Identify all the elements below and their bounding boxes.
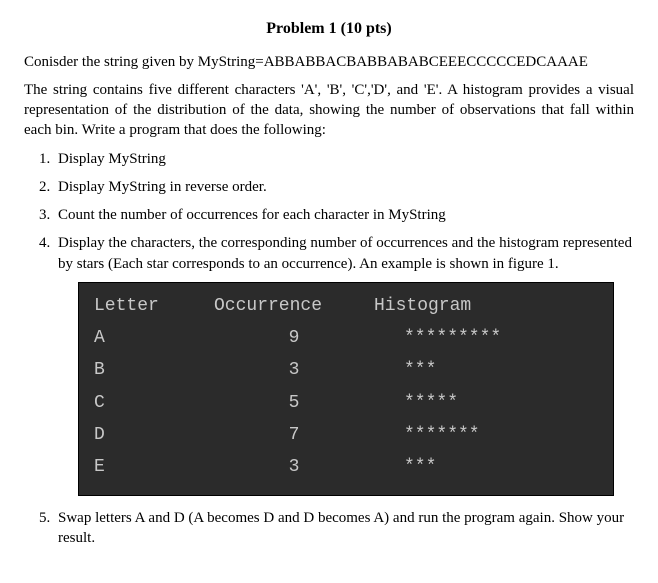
terminal-row: D 7 ******* <box>94 419 598 451</box>
header-occurrence: Occurrence <box>214 294 374 318</box>
cell-count: 3 <box>214 455 404 479</box>
cell-letter: D <box>94 423 214 447</box>
header-letter: Letter <box>94 294 214 318</box>
cell-letter: A <box>94 326 214 350</box>
paragraph-1: Conisder the string given by MyString=AB… <box>24 52 634 72</box>
steps-list: Display MyString Display MyString in rev… <box>24 149 634 549</box>
cell-hist: ******* <box>404 423 598 447</box>
cell-letter: C <box>94 391 214 415</box>
step-5: Swap letters A and D (A becomes D and D … <box>54 508 634 549</box>
cell-letter: B <box>94 358 214 382</box>
step-3: Count the number of occurrences for each… <box>54 205 634 225</box>
header-histogram: Histogram <box>374 294 598 318</box>
cell-count: 9 <box>214 326 404 350</box>
problem-title: Problem 1 (10 pts) <box>24 18 634 40</box>
terminal-row: B 3 *** <box>94 354 598 386</box>
terminal-row: C 5 ***** <box>94 387 598 419</box>
cell-count: 7 <box>214 423 404 447</box>
terminal-header-row: Letter Occurrence Histogram <box>94 290 598 322</box>
cell-hist: *** <box>404 455 598 479</box>
cell-hist: *** <box>404 358 598 382</box>
terminal-row: A 9 ********* <box>94 322 598 354</box>
step-1: Display MyString <box>54 149 634 169</box>
step-2: Display MyString in reverse order. <box>54 177 634 197</box>
step-4: Display the characters, the correspondin… <box>54 233 634 495</box>
terminal-row: E 3 *** <box>94 451 598 483</box>
step-4-text: Display the characters, the correspondin… <box>58 235 632 271</box>
paragraph-2: The string contains five different chara… <box>24 80 634 141</box>
cell-count: 5 <box>214 391 404 415</box>
terminal-output: Letter Occurrence Histogram A 9 ********… <box>78 282 614 496</box>
cell-letter: E <box>94 455 214 479</box>
cell-hist: ********* <box>404 326 598 350</box>
cell-hist: ***** <box>404 391 598 415</box>
cell-count: 3 <box>214 358 404 382</box>
